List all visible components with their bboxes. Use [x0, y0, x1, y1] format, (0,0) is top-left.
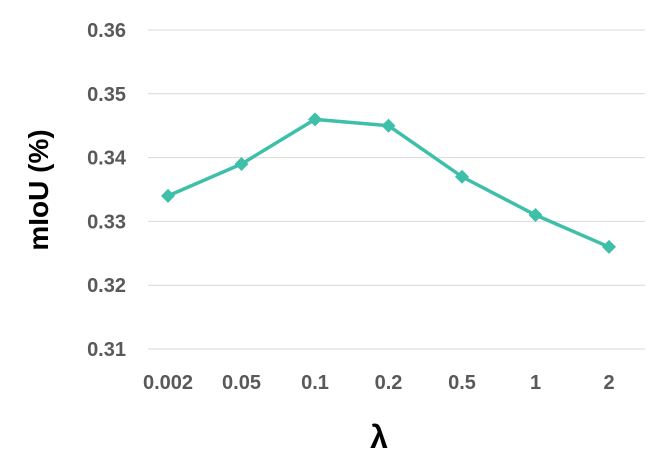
data-point-marker — [455, 169, 469, 184]
y-tick-label: 0.33 — [87, 211, 126, 233]
series-line — [167, 117, 610, 249]
x-tick-label: 0.05 — [222, 372, 261, 394]
series-layer — [161, 112, 616, 254]
y-axis-ticks: 0.31 0.32 0.33 0.34 0.35 0.36 — [87, 20, 127, 361]
x-tick-label: 1 — [530, 372, 541, 394]
x-tick-label: 0.2 — [375, 372, 403, 394]
x-tick-label: 0.1 — [301, 372, 329, 394]
y-tick-label: 0.32 — [87, 275, 126, 297]
y-tick-label: 0.35 — [87, 84, 126, 106]
data-point-marker — [161, 188, 175, 203]
x-tick-label: 0.5 — [448, 372, 476, 394]
gridlines — [148, 29, 645, 350]
data-point-marker — [234, 156, 249, 171]
data-point-marker — [528, 208, 543, 223]
data-point-marker — [602, 239, 616, 254]
y-axis-title: mIoU (%) — [23, 129, 54, 250]
data-point-marker — [381, 118, 396, 133]
x-tick-label: 2 — [603, 372, 614, 394]
x-tick-label: 0.002 — [143, 372, 193, 394]
x-axis-title: λ — [370, 419, 388, 455]
x-axis-ticks: 0.002 0.05 0.1 0.2 0.5 1 2 — [143, 372, 615, 394]
y-tick-label: 0.36 — [87, 20, 126, 42]
y-tick-label: 0.34 — [87, 148, 127, 170]
data-point-marker — [308, 112, 322, 127]
y-tick-label: 0.31 — [87, 339, 126, 361]
